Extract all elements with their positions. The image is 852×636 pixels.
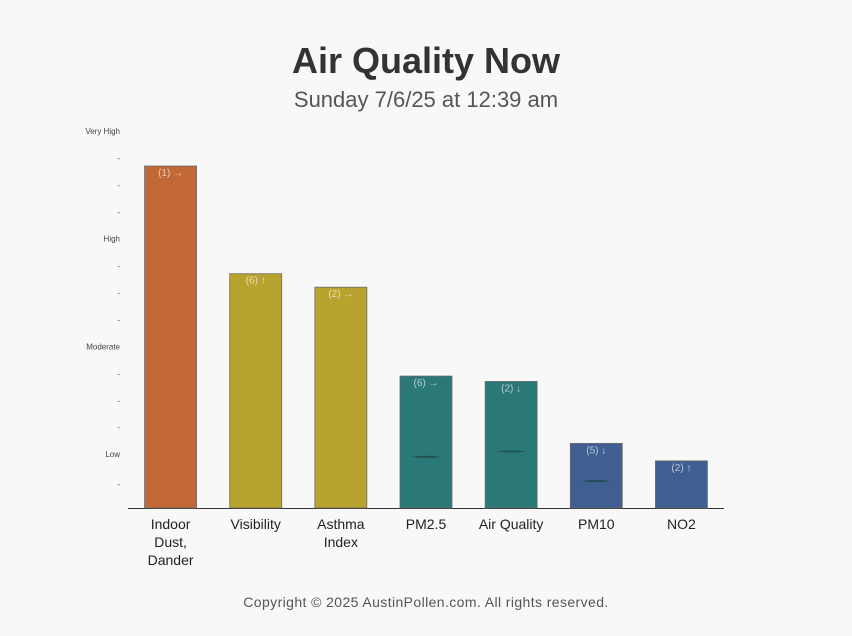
y-tick-label: - bbox=[117, 208, 120, 217]
bar bbox=[484, 381, 538, 509]
bar bbox=[229, 273, 283, 509]
y-tick-label: Very High bbox=[85, 127, 120, 136]
page-title: Air Quality Now bbox=[291, 40, 561, 81]
bar-data-label: (1) → bbox=[158, 168, 183, 179]
y-tick-label: - bbox=[117, 369, 120, 378]
page-subtitle: Sunday 7/6/25 at 12:39 am bbox=[293, 87, 559, 112]
y-tick-label: - bbox=[117, 154, 120, 163]
bar-data-label: (6) ↑ bbox=[246, 276, 266, 287]
y-tick-label: Low bbox=[105, 450, 120, 459]
x-tick-label: PM2.5 bbox=[406, 516, 447, 532]
x-tick-label: PM10 bbox=[578, 516, 615, 532]
x-tick-label: Visibility bbox=[231, 516, 281, 532]
y-tick-label: Moderate bbox=[86, 342, 120, 351]
x-tick-label: Dust, bbox=[154, 534, 187, 550]
y-tick-label: High bbox=[104, 235, 120, 244]
trend-marker bbox=[411, 455, 441, 458]
bar-data-label: (2) ↓ bbox=[501, 383, 521, 394]
bar-data-label: (2) → bbox=[328, 289, 353, 300]
x-tick-label: Asthma bbox=[317, 516, 365, 532]
y-tick-label: - bbox=[117, 396, 120, 405]
x-tick-label: Indoor bbox=[151, 516, 191, 532]
y-tick-label: - bbox=[117, 423, 120, 432]
x-tick-label: Air Quality bbox=[479, 516, 544, 532]
x-tick-label: Index bbox=[324, 534, 358, 550]
bar bbox=[399, 375, 453, 509]
bar bbox=[655, 460, 708, 509]
bar bbox=[569, 442, 623, 509]
x-tick-label: Dander bbox=[148, 552, 194, 568]
x-tick-label: NO2 bbox=[667, 516, 696, 532]
y-tick-label: - bbox=[117, 289, 120, 298]
trend-marker bbox=[581, 479, 612, 483]
y-tick-label: - bbox=[117, 316, 120, 325]
y-tick-label: - bbox=[117, 262, 120, 271]
bar-data-label: (6) → bbox=[414, 378, 439, 389]
y-tick-label: - bbox=[117, 181, 120, 190]
bar bbox=[314, 286, 368, 509]
bar-data-label: (5) ↓ bbox=[586, 445, 606, 456]
y-tick-label: - bbox=[117, 480, 120, 489]
copyright-footer: Copyright © 2025 AustinPollen.com. All r… bbox=[243, 594, 609, 610]
bar bbox=[144, 165, 197, 509]
trend-marker bbox=[496, 450, 527, 453]
bar-data-label: (2) ↑ bbox=[671, 463, 691, 474]
